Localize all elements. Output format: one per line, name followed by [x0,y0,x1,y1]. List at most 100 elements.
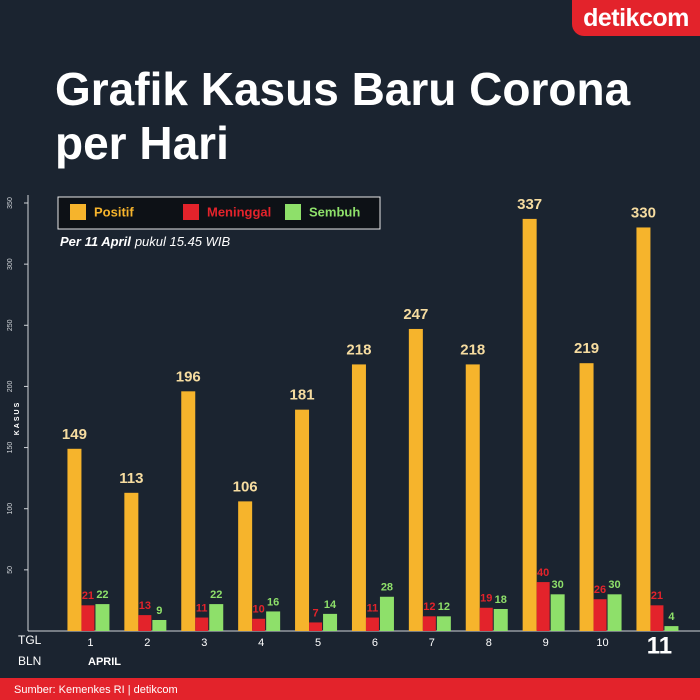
value-label: 40 [537,567,549,579]
y-tick-label: 250 [7,319,14,331]
value-label: 219 [574,340,599,357]
bar [422,616,436,631]
legend-box [57,196,381,230]
month-label: APRIL [88,656,121,668]
y-tick-label: 150 [7,442,14,454]
bar [181,391,196,631]
bar [664,626,679,631]
value-label: 11 [196,602,208,614]
bar [493,608,508,631]
value-label: 106 [233,478,258,495]
value-label: 30 [608,579,620,591]
source: Sumber: Kemenkes RI | detikcom [14,684,178,696]
x-tick-label: 5 [315,637,321,649]
bar [309,622,323,631]
value-label: 196 [176,368,201,385]
bar [579,363,594,631]
bar [81,605,95,631]
bar [479,607,493,631]
bar [465,364,480,631]
value-label: 247 [403,306,428,323]
value-label: 21 [651,590,663,602]
value-label: 4 [668,611,675,623]
value-label: 113 [119,470,143,487]
legend: Positif Meninggal Sembuh [57,196,381,230]
value-label: 22 [210,589,222,601]
value-label: 330 [631,204,656,221]
bar [636,227,651,631]
bar [252,618,266,631]
x-tick-label: 3 [201,637,207,649]
value-label: 337 [517,196,542,213]
brand-logo: detikcom [572,0,700,36]
value-label: 19 [480,593,492,605]
x-tick-label: 8 [486,637,492,649]
subtitle-bold: Per 11 April [60,234,131,249]
y-axis-label: KASUS [14,401,21,436]
bar [351,364,366,631]
chart-title: Grafik Kasus Baru Corona per Hari [55,63,631,169]
legend-label: Positif [94,204,134,219]
bar [209,604,224,631]
bar [436,616,451,631]
x-tick-label: 11 [647,632,672,659]
legend-label: Meninggal [207,204,271,219]
bar [536,582,550,631]
bar [152,619,167,631]
value-label: 12 [438,601,450,613]
bar [522,218,537,631]
value-label: 11 [367,602,379,614]
bar [408,328,423,631]
x-tick-label: 2 [144,637,150,649]
legend-swatch [285,204,301,220]
value-label: 181 [290,387,315,404]
legend-swatch [70,204,86,220]
value-label: 21 [82,590,94,602]
subtitle-rest: pukul 15.45 WIB [134,234,231,249]
y-tick-label: 300 [7,258,14,270]
value-label: 10 [253,604,265,616]
value-label: 218 [460,341,485,358]
value-label: 26 [594,584,606,596]
bar [138,615,152,631]
value-label: 218 [346,341,371,358]
row-label: BLN [18,654,41,668]
subtitle: Per 11 April pukul 15.45 WIB [60,234,231,249]
footer [0,678,700,700]
value-label: 12 [423,601,435,613]
bar [650,605,664,631]
value-label: 14 [324,599,337,611]
bar [593,599,607,631]
value-label: 22 [96,589,108,601]
value-label: 9 [156,605,162,617]
value-label: 7 [312,607,318,619]
y-tick-label: 350 [7,197,14,209]
value-label: 13 [139,600,151,612]
legend-label: Sembuh [309,204,360,219]
bar [266,611,281,631]
bar [238,501,253,631]
x-tick-label: 4 [258,637,264,649]
y-tick-label: 200 [7,380,14,392]
value-label: 16 [267,596,279,608]
value-label: 149 [62,426,87,443]
x-tick-label: 7 [429,637,435,649]
bar [607,594,622,631]
legend-swatch [183,204,199,220]
y-tick-label: 100 [7,503,14,515]
x-tick-label: 10 [596,637,608,649]
bar [323,613,338,631]
bar [379,596,394,631]
bar [67,448,82,631]
bar [550,594,565,631]
x-tick-label: 6 [372,637,378,649]
value-label: 18 [495,594,507,606]
row-label: TGL [18,633,42,647]
bar [95,604,110,631]
bar [124,492,139,631]
bar [295,409,310,631]
y-tick-label: 50 [7,566,14,574]
bar [365,617,379,631]
